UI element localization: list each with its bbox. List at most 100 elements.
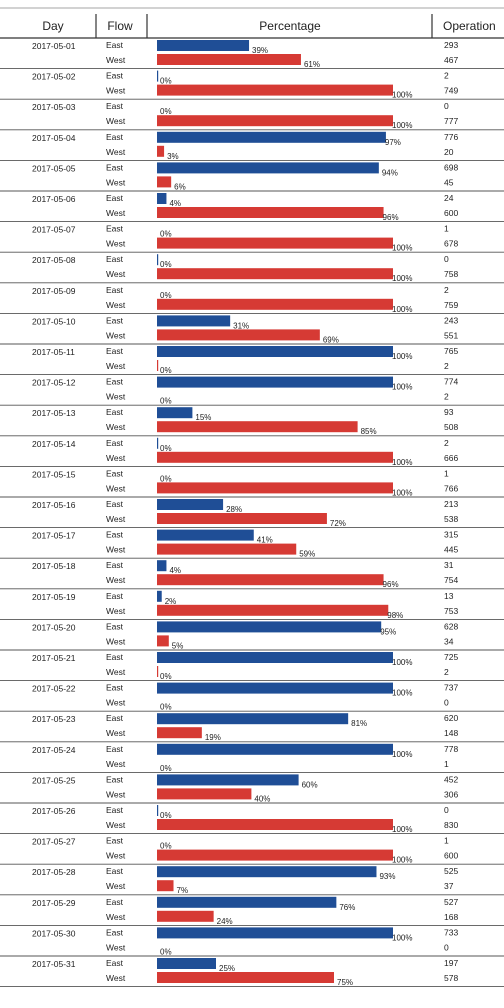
bar-east xyxy=(157,896,337,908)
operation-value-east: 2 xyxy=(444,71,449,81)
flow-label-east: East xyxy=(106,407,124,417)
data-label-east: 0% xyxy=(160,107,172,116)
operation-value-west: 2 xyxy=(444,392,449,402)
data-label-east: 100% xyxy=(392,933,412,942)
bar-east xyxy=(157,437,159,449)
flow-label-east: East xyxy=(106,224,124,234)
data-label-east: 0% xyxy=(160,260,172,269)
data-label-east: 0% xyxy=(160,291,172,300)
bar-east xyxy=(157,652,393,663)
day-label: 2017-05-20 xyxy=(32,622,76,632)
data-label-west: 75% xyxy=(337,978,353,987)
bar-west xyxy=(157,513,327,524)
operation-value-west: 600 xyxy=(444,851,458,861)
bar-west xyxy=(157,482,393,494)
bar-west xyxy=(157,360,159,371)
flow-label-east: East xyxy=(106,254,124,264)
table-row: 2017-05-02 East West 0% 100% 2 749 xyxy=(0,70,504,100)
bar-west xyxy=(157,268,393,280)
flow-label-east: East xyxy=(106,499,124,509)
table-row: 2017-05-09 East West 0% 100% 2 759 xyxy=(0,285,504,314)
data-label-east: 60% xyxy=(302,780,318,789)
operation-value-west: 578 xyxy=(444,973,458,983)
flow-label-east: East xyxy=(106,132,124,142)
operation-value-west: 759 xyxy=(444,300,458,310)
data-label-west: 100% xyxy=(392,458,412,467)
flow-label-east: East xyxy=(106,683,124,693)
flow-label-west: West xyxy=(106,789,126,799)
operation-value-east: 0 xyxy=(444,254,449,264)
operation-value-east: 765 xyxy=(444,346,458,356)
bar-west xyxy=(157,666,159,677)
flow-label-west: West xyxy=(106,973,126,983)
data-label-west: 100% xyxy=(392,856,412,865)
operation-value-west: 2 xyxy=(444,667,449,677)
data-label-east: 100% xyxy=(392,750,412,759)
data-label-east: 100% xyxy=(392,658,412,667)
data-label-west: 0% xyxy=(160,703,172,712)
operation-value-west: 753 xyxy=(444,606,458,616)
operation-value-west: 148 xyxy=(444,728,458,738)
bar-east xyxy=(157,682,393,694)
day-label: 2017-05-15 xyxy=(32,469,76,479)
table-row: 2017-05-10 East West 31% 69% 243 551 xyxy=(0,315,504,345)
day-label: 2017-05-23 xyxy=(32,714,76,724)
table-row: 2017-05-05 East West 94% 6% 698 45 xyxy=(0,162,504,192)
operation-value-east: 213 xyxy=(444,499,458,509)
operation-value-east: 698 xyxy=(444,162,458,172)
bar-east xyxy=(157,713,349,725)
bar-east xyxy=(157,346,393,357)
bar-east xyxy=(157,958,216,969)
day-label: 2017-05-13 xyxy=(32,408,76,418)
table-row: 2017-05-04 East West 97% 3% 776 20 xyxy=(0,131,504,161)
operation-value-east: 293 xyxy=(444,40,458,50)
day-label: 2017-05-12 xyxy=(32,378,76,388)
flow-label-east: East xyxy=(106,805,124,815)
bar-east xyxy=(157,499,224,510)
column-header-day: Day xyxy=(42,19,63,33)
operation-value-west: 551 xyxy=(444,330,458,340)
operation-value-west: 467 xyxy=(444,55,458,65)
day-label: 2017-05-31 xyxy=(32,959,76,969)
operation-value-east: 315 xyxy=(444,530,458,540)
flow-label-west: West xyxy=(106,147,126,157)
operation-value-west: 754 xyxy=(444,575,458,585)
data-label-east: 100% xyxy=(392,689,412,698)
bar-west xyxy=(157,207,384,218)
flow-label-east: East xyxy=(106,591,124,601)
table-header: Day Flow Percentage Operation xyxy=(42,19,495,33)
data-label-east: 4% xyxy=(169,199,181,208)
day-label: 2017-05-11 xyxy=(32,347,75,357)
operation-value-east: 2 xyxy=(444,285,449,295)
column-header-flow: Flow xyxy=(107,19,133,33)
data-label-east: 94% xyxy=(382,168,398,177)
flow-label-west: West xyxy=(106,55,126,65)
day-label: 2017-05-01 xyxy=(32,41,76,51)
flow-label-east: East xyxy=(106,774,124,784)
data-label-east: 93% xyxy=(379,872,395,881)
day-label: 2017-05-07 xyxy=(32,225,76,235)
data-label-east: 4% xyxy=(169,566,181,575)
bar-west xyxy=(157,237,393,249)
bar-west xyxy=(157,819,393,830)
table-row: 2017-05-03 East West 0% 100% 0 777 xyxy=(0,101,504,131)
day-label: 2017-05-22 xyxy=(32,684,76,694)
table-row: 2017-05-13 East West 15% 85% 93 508 xyxy=(0,407,504,437)
operation-value-west: 600 xyxy=(444,208,458,218)
data-label-east: 95% xyxy=(380,627,396,636)
data-label-west: 100% xyxy=(392,274,412,283)
flow-label-east: East xyxy=(106,958,124,968)
flow-label-west: West xyxy=(106,116,126,126)
bar-east xyxy=(157,407,193,419)
data-label-east: 31% xyxy=(233,321,249,330)
operation-value-east: 0 xyxy=(444,101,449,111)
operation-value-west: 666 xyxy=(444,453,458,463)
bar-east xyxy=(157,743,393,755)
day-label: 2017-05-19 xyxy=(32,592,76,602)
data-label-west: 7% xyxy=(177,886,189,895)
operation-value-east: 778 xyxy=(444,744,458,754)
flow-label-west: West xyxy=(106,453,126,463)
data-label-west: 6% xyxy=(174,182,186,191)
day-label: 2017-05-21 xyxy=(32,653,76,663)
flow-label-west: West xyxy=(106,759,126,769)
